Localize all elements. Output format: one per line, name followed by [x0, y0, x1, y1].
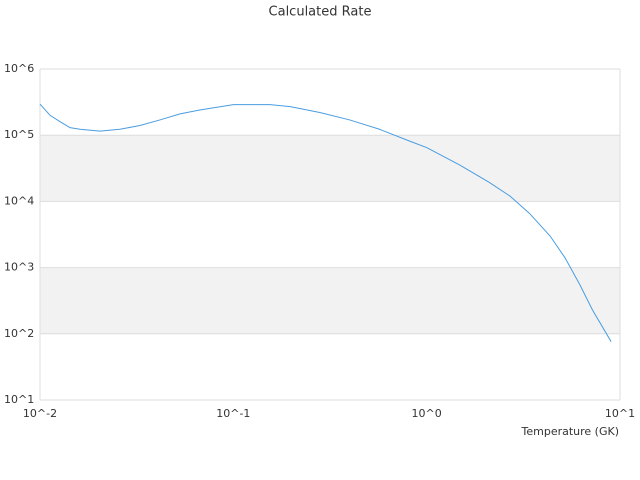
y-tick-label: 10^3	[4, 261, 34, 274]
chart-title: Calculated Rate	[269, 5, 372, 20]
y-tick-label: 10^6	[4, 62, 34, 75]
x-tick-label: 10^-2	[23, 407, 57, 420]
y-tick-label: 10^4	[4, 194, 34, 207]
data-line	[39, 103, 612, 342]
grid-band	[40, 267, 620, 334]
x-axis-label: Temperature (GK)	[521, 425, 620, 438]
grid-band	[40, 135, 620, 202]
y-tick-label: 10^1	[4, 393, 34, 406]
y-tick-label: 10^2	[4, 327, 34, 340]
y-tick-label: 10^5	[4, 128, 34, 141]
x-tick-label: 10^1	[605, 407, 635, 420]
x-tick-label: 10^-1	[216, 407, 250, 420]
x-tick-label: 10^0	[412, 407, 442, 420]
